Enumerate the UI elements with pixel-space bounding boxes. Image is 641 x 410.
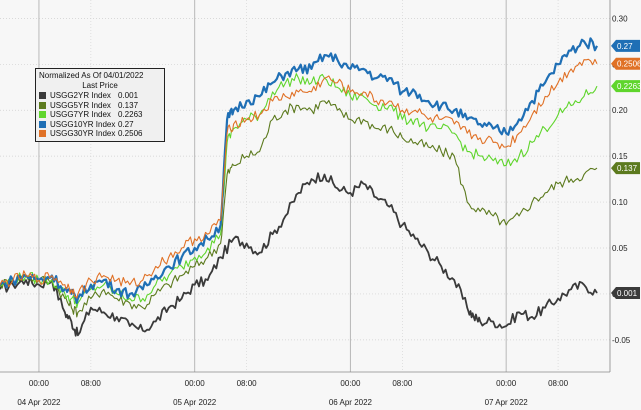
grid-lines bbox=[0, 0, 610, 372]
legend-entry: USGG7YR Index 0.2263 bbox=[39, 110, 161, 120]
legend-subtitle: Last Price bbox=[82, 81, 118, 90]
legend-series-name: USGG30YR Index bbox=[50, 129, 116, 138]
legend-series-name: USGG10YR Index bbox=[50, 119, 116, 129]
legend-swatch bbox=[39, 101, 46, 109]
date-label: 04 Apr 2022 bbox=[17, 398, 61, 407]
legend-series-name: USGG5YR Index bbox=[50, 100, 111, 110]
legend-swatch bbox=[39, 120, 46, 128]
x-tick-label: 08:00 bbox=[392, 379, 413, 388]
legend: Normalized As Of 04/01/2022 Last Price U… bbox=[35, 68, 165, 142]
date-label: 06 Apr 2022 bbox=[329, 398, 373, 407]
date-label: 05 Apr 2022 bbox=[173, 398, 217, 407]
legend-swatch bbox=[39, 130, 46, 138]
legend-swatch bbox=[39, 111, 46, 119]
value-tag bbox=[611, 162, 640, 175]
plot-area bbox=[0, 0, 610, 372]
legend-entry: USGG2YR Index 0.001 bbox=[39, 91, 161, 101]
x-tick-label: 00:00 bbox=[185, 379, 206, 388]
value-tag bbox=[611, 39, 640, 52]
x-tick-label: 00:00 bbox=[29, 379, 50, 388]
date-label: 07 Apr 2022 bbox=[485, 398, 529, 407]
y-tick-label: 0.30 bbox=[612, 14, 628, 23]
legend-series-name: USGG2YR Index bbox=[50, 91, 111, 100]
y-tick-label: 0.05 bbox=[612, 244, 628, 253]
series-line bbox=[0, 58, 598, 299]
last-value-tags: 0.001 0.137 0.2263 0.27 0.2506 bbox=[611, 39, 641, 300]
series-line bbox=[0, 99, 598, 318]
x-axis: 00:00 08:00 00:00 08:00 00:00 08:00 00:00 08:00… bbox=[0, 371, 610, 407]
legend-entry: USGG10YR Index 0.27 bbox=[39, 120, 161, 130]
value-tag-label: 0.001 bbox=[617, 289, 638, 298]
x-tick-label: 00:00 bbox=[496, 379, 517, 388]
value-tag bbox=[611, 80, 640, 93]
series-line bbox=[0, 172, 598, 337]
value-tag bbox=[611, 287, 640, 300]
x-tick-label: 00:00 bbox=[340, 379, 361, 388]
x-tick-label: 08:00 bbox=[237, 379, 258, 388]
series-line bbox=[0, 37, 598, 304]
y-tick-label: 0.15 bbox=[612, 152, 628, 161]
series-line bbox=[0, 73, 598, 309]
value-tag-label: 0.27 bbox=[617, 42, 633, 51]
y-axis: -0.050.000.050.100.150.200.250.30 bbox=[609, 0, 631, 372]
legend-entry: USGG5YR Index 0.137 bbox=[39, 101, 161, 111]
y-tick-label: 0.20 bbox=[612, 106, 628, 115]
legend-swatch bbox=[39, 92, 46, 100]
legend-title: Normalized As Of 04/01/2022 bbox=[39, 71, 144, 80]
value-tag-label: 0.2263 bbox=[617, 82, 641, 91]
x-tick-label: 08:00 bbox=[81, 379, 102, 388]
y-tick-label: -0.05 bbox=[612, 336, 631, 345]
value-tag-label: 0.137 bbox=[617, 164, 638, 173]
legend-series-value: 0.27 bbox=[118, 119, 134, 129]
x-tick-label: 08:00 bbox=[548, 379, 569, 388]
legend-series-name: USGG7YR Index bbox=[50, 110, 111, 119]
legend-series-value: 0.137 bbox=[118, 100, 139, 110]
legend-series-value: 0.2263 bbox=[118, 110, 143, 119]
legend-entry: USGG30YR Index 0.2506 bbox=[39, 129, 161, 139]
value-tag bbox=[611, 57, 640, 70]
legend-series-value: 0.001 bbox=[118, 91, 139, 100]
legend-series-value: 0.2506 bbox=[118, 129, 143, 138]
value-tag-label: 0.2506 bbox=[617, 60, 641, 69]
series-lines bbox=[0, 37, 598, 337]
y-tick-label: 0.10 bbox=[612, 198, 628, 207]
